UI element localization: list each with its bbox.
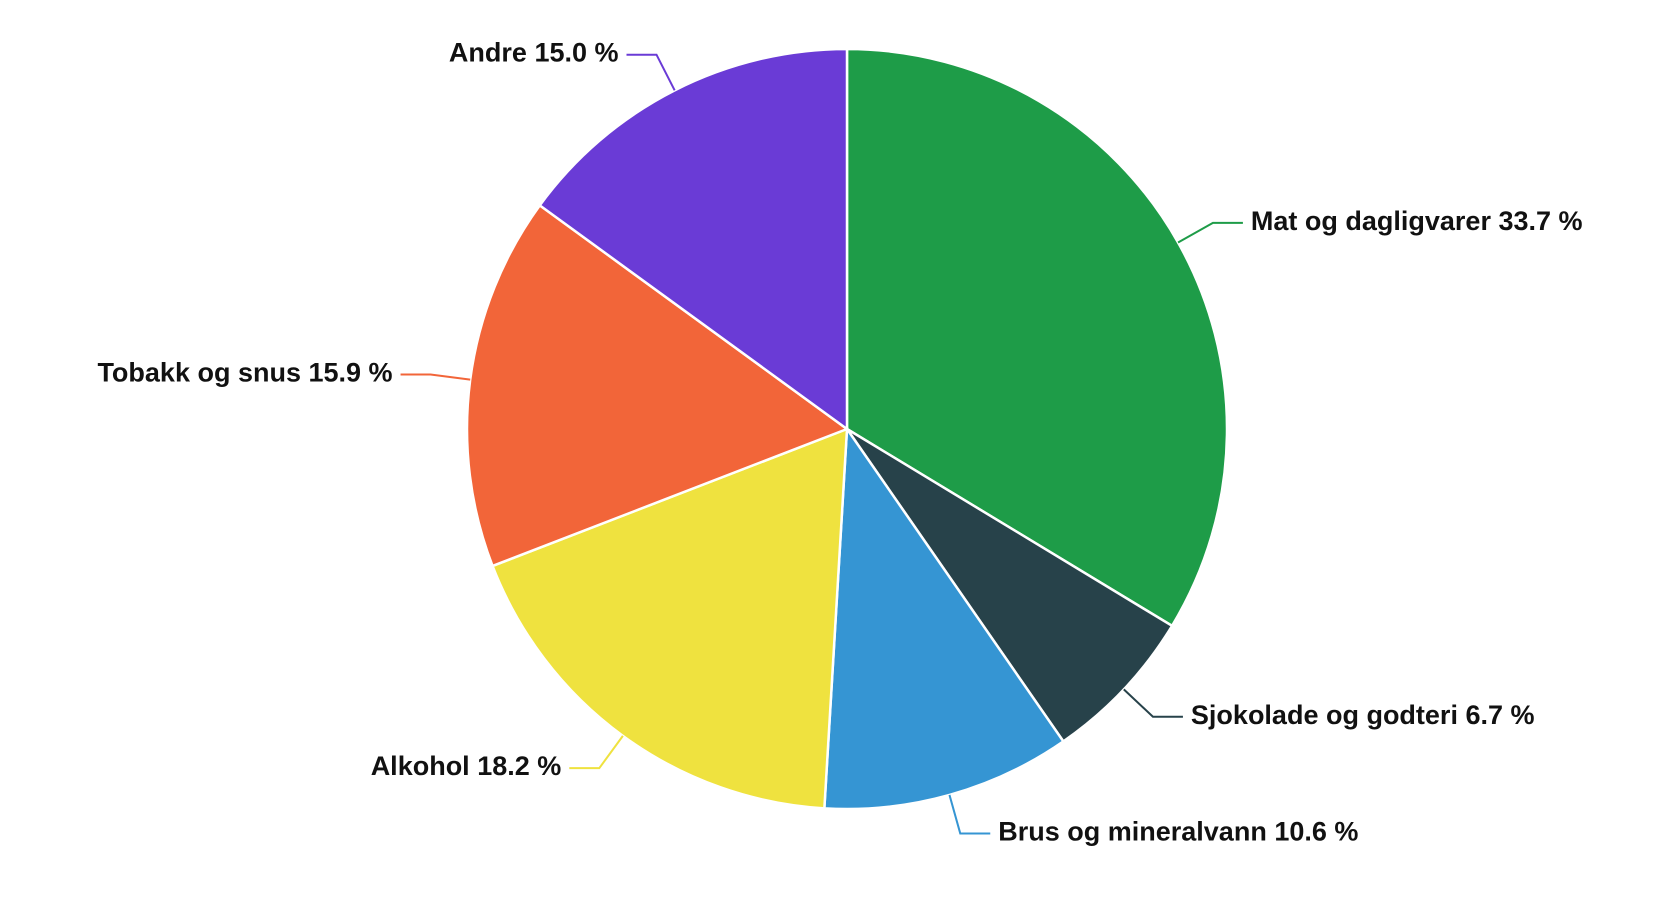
slice-label: Andre 15.0 % <box>449 38 619 68</box>
pie-slice <box>465 203 850 568</box>
leader-line <box>1177 221 1243 244</box>
leader-line <box>948 794 991 835</box>
category-name: Sjokolade og godteri <box>1191 700 1458 730</box>
leader-line <box>400 373 471 381</box>
leader-line <box>626 53 676 91</box>
value-label: 18.2 % <box>477 751 561 781</box>
slice-label: Sjokolade og godteri 6.7 % <box>1191 700 1535 730</box>
value-label: 15.0 % <box>534 38 618 68</box>
category-name: Brus og mineralvann <box>998 817 1267 847</box>
value-label: 6.7 % <box>1465 700 1534 730</box>
pie-slice <box>538 47 849 432</box>
value-label: 33.7 % <box>1498 206 1582 236</box>
slice-label: Alkohol 18.2 % <box>371 751 562 781</box>
category-name: Tobakk og snus <box>97 358 301 388</box>
category-name: Mat og dagligvarer <box>1251 206 1492 236</box>
category-name: Alkohol <box>371 751 470 781</box>
category-name: Andre <box>449 38 527 68</box>
leader-line <box>569 735 624 770</box>
pie-slice <box>490 427 849 810</box>
slice-label: Tobakk og snus 15.9 % <box>97 358 392 388</box>
slice-label: Brus og mineralvann 10.6 % <box>998 817 1358 847</box>
leader-line <box>1123 688 1183 718</box>
value-label: 10.6 % <box>1274 817 1358 847</box>
value-label: 15.9 % <box>308 358 392 388</box>
slice-label: Mat og dagligvarer 33.7 % <box>1251 206 1583 236</box>
pie-slice <box>845 47 1229 628</box>
